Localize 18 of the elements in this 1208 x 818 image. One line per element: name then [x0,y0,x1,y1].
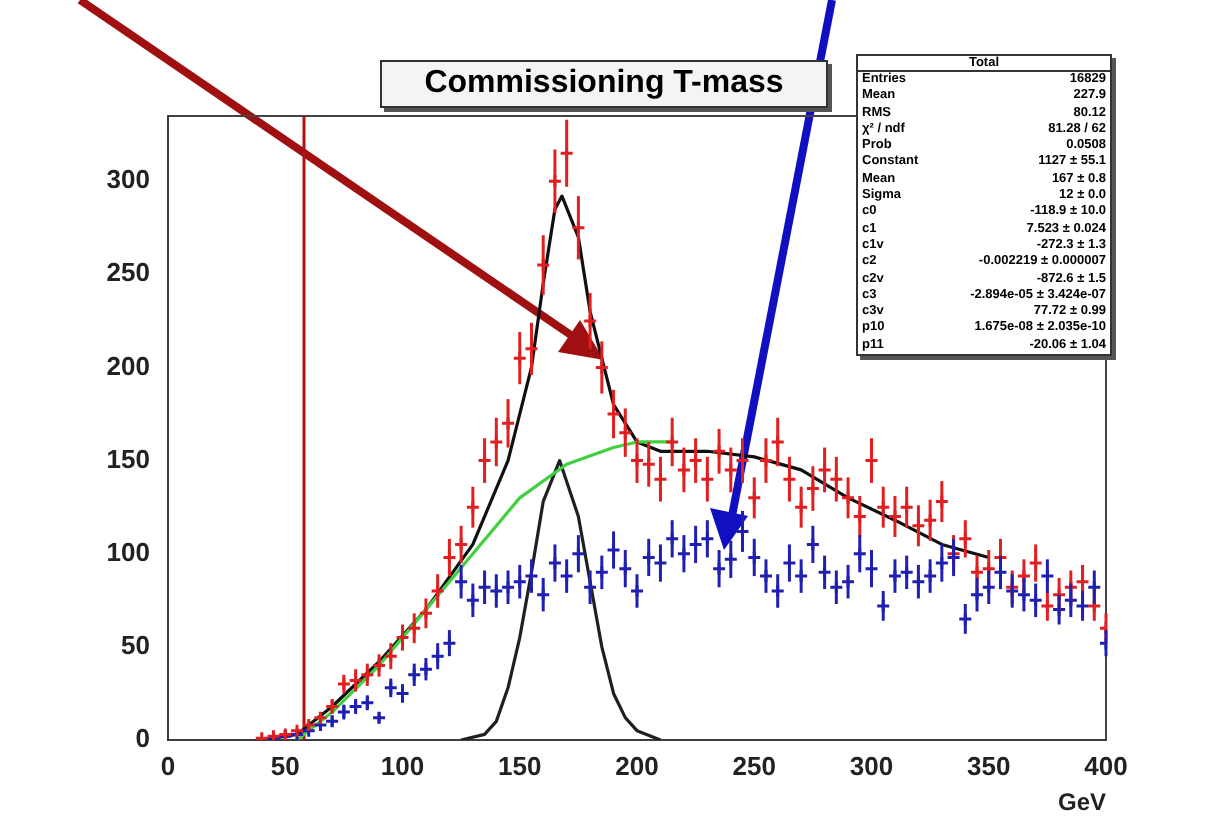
x-tick-label: 350 [967,750,1011,781]
x-axis-title: GeV [1057,788,1106,817]
y-tick-label: 0 [135,723,150,754]
x-tick-label: 50 [270,750,300,781]
y-tick-label: 300 [106,164,150,195]
chart-title: Commissioning T-mass [380,60,828,108]
x-tick-label: 150 [498,750,542,781]
x-tick-label: 200 [615,750,659,781]
y-tick-label: 250 [106,257,150,288]
y-tick-label: 50 [121,630,150,661]
y-tick-label: 150 [106,443,150,474]
y-tick-label: 100 [106,536,150,567]
x-tick-label: 300 [849,750,894,781]
x-tick-label: 400 [1084,750,1128,781]
x-tick-label: 0 [160,750,176,781]
x-tick-label: 250 [732,750,776,781]
y-tick-label: 200 [106,350,150,381]
x-tick-label: 100 [380,750,425,781]
